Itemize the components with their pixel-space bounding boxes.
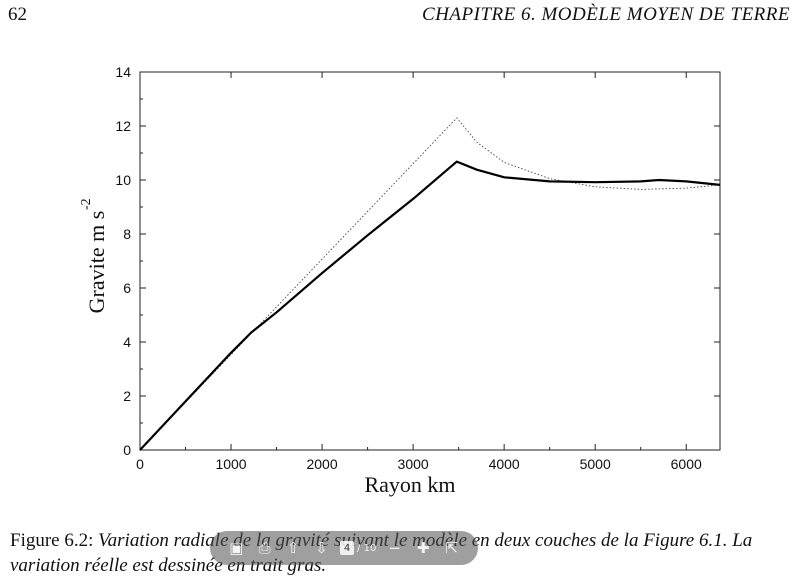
page-down-icon[interactable]: ⇩ (315, 539, 328, 557)
y-tick-label: 4 (123, 334, 131, 350)
y-tick-label: 2 (123, 388, 131, 404)
y-axis-label-superscript: -2 (79, 198, 94, 210)
x-tick-label: 5000 (580, 456, 611, 472)
y-tick-label: 12 (115, 118, 131, 134)
zoom-in-icon[interactable]: ✚ (416, 539, 430, 557)
page-number: 62 (8, 4, 27, 25)
page-indicator: 4 / 10 (340, 541, 376, 555)
page-count: / 10 (357, 542, 377, 554)
x-axis-label: Rayon km (364, 472, 455, 497)
x-tick-label: 3000 (398, 456, 429, 472)
y-tick-label: 14 (115, 64, 131, 80)
zoom-out-icon[interactable]: − (388, 539, 402, 557)
x-tick-label: 2000 (306, 456, 337, 472)
x-tick-label: 1000 (215, 456, 246, 472)
page-up-icon[interactable]: ⇧ (286, 539, 300, 557)
current-page-field[interactable]: 4 (340, 541, 355, 555)
plot-frame (139, 71, 721, 451)
series-line-dotted (139, 117, 721, 451)
print-icon[interactable]: ⎙ (258, 539, 271, 557)
running-header: CHAPITRE 6. MODÈLE MOYEN DE TERRE (422, 4, 790, 25)
gravity-chart: 0 1000 2000 3000 4000 5000 6000 0 2 4 6 8 10 12 14 Rayo… (79, 64, 721, 497)
y-axis-label: Gravite m s (84, 211, 109, 314)
y-tick-label: 0 (123, 442, 131, 458)
caption-label: Figure 6.2: (10, 530, 94, 551)
x-tick-label: 4000 (489, 456, 520, 472)
x-tick-label: 6000 (671, 456, 702, 472)
save-icon[interactable]: ▣ (229, 539, 244, 557)
x-tick-label: 0 (136, 456, 144, 472)
y-tick-label: 8 (123, 226, 131, 242)
y-tick-label: 10 (115, 172, 131, 188)
fit-page-icon[interactable]: ⇱ (445, 539, 458, 557)
y-tick-label: 6 (123, 280, 131, 296)
pdf-viewer-toolbar: ▣ ⎙ ⇧ ⇩ 4 / 10 − ✚ ⇱ (210, 531, 478, 565)
series-line-bold (139, 160, 721, 451)
